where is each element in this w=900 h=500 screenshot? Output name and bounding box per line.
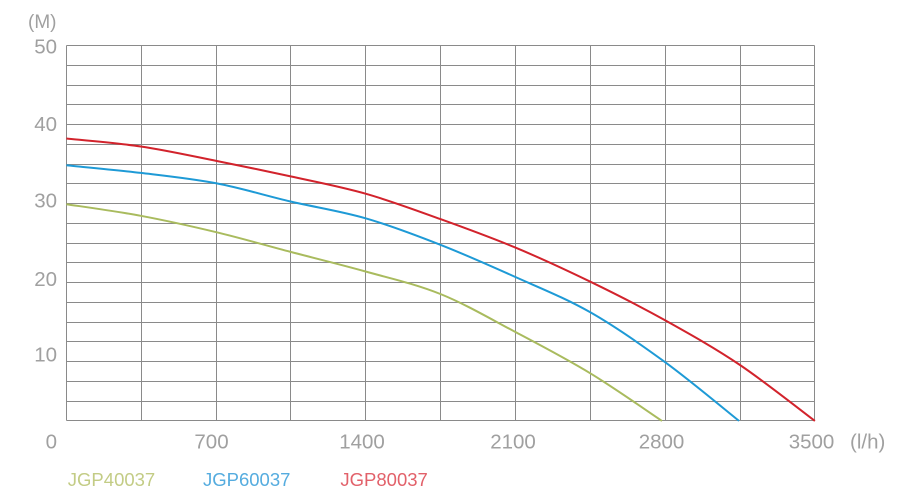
svg-text:20: 20 bbox=[34, 268, 57, 291]
svg-text:(M): (M) bbox=[28, 12, 56, 33]
svg-text:30: 30 bbox=[34, 190, 57, 213]
svg-text:2100: 2100 bbox=[490, 431, 536, 454]
svg-text:JGP40037: JGP40037 bbox=[68, 469, 155, 490]
svg-text:2800: 2800 bbox=[639, 431, 685, 454]
svg-text:JGP60037: JGP60037 bbox=[203, 469, 290, 490]
svg-text:0: 0 bbox=[46, 431, 57, 454]
svg-text:50: 50 bbox=[34, 35, 57, 58]
svg-text:1400: 1400 bbox=[339, 431, 385, 454]
svg-text:10: 10 bbox=[34, 344, 57, 367]
svg-text:JGP80037: JGP80037 bbox=[340, 469, 427, 490]
svg-text:3500: 3500 bbox=[789, 431, 835, 454]
svg-text:40: 40 bbox=[34, 113, 57, 136]
svg-text:700: 700 bbox=[194, 431, 228, 454]
svg-text:(l/h): (l/h) bbox=[850, 431, 885, 454]
